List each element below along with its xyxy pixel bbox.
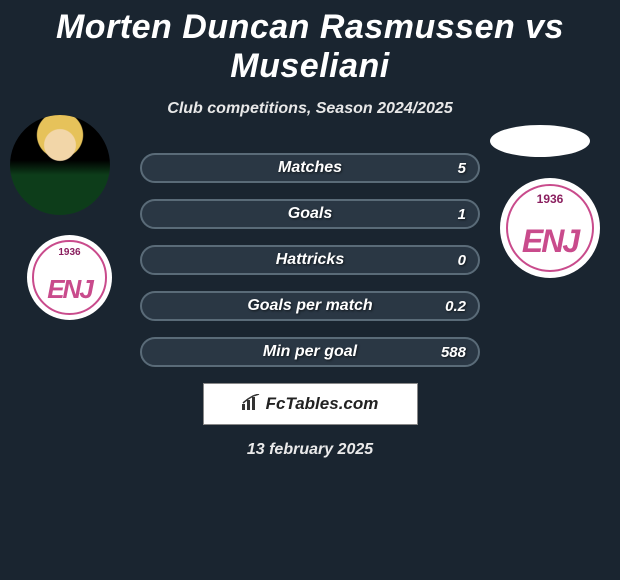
badge-year: 1936 bbox=[537, 192, 564, 206]
player2-club-badge: 1936 ENJ bbox=[500, 178, 600, 278]
stat-value-right: 1 bbox=[458, 206, 466, 223]
logo-text: FcTables.com bbox=[266, 394, 379, 414]
player1-photo bbox=[10, 115, 110, 215]
stat-label: Goals bbox=[288, 205, 332, 223]
badge-letters: ENJ bbox=[522, 223, 578, 260]
stats-container: Matches 5 Goals 1 Hattricks 0 Goals per match 0… bbox=[140, 148, 480, 367]
player2-photo-placeholder bbox=[490, 125, 590, 157]
stat-label: Goals per match bbox=[247, 297, 372, 315]
badge-letters: ENJ bbox=[47, 274, 92, 305]
stat-label: Matches bbox=[278, 159, 342, 177]
player1-photo-inner bbox=[10, 115, 110, 215]
stat-value-right: 0 bbox=[458, 252, 466, 269]
badge-year: 1936 bbox=[58, 247, 80, 258]
stat-label: Min per goal bbox=[263, 343, 357, 361]
stat-value-right: 5 bbox=[458, 160, 466, 177]
stat-value-right: 0.2 bbox=[445, 298, 466, 315]
fctables-logo: FcTables.com bbox=[203, 383, 418, 425]
stat-label: Hattricks bbox=[276, 251, 344, 269]
stat-row: Min per goal 588 bbox=[140, 337, 480, 367]
player1-club-badge: 1936 ENJ bbox=[27, 235, 112, 320]
page-title: Morten Duncan Rasmussen vs Museliani bbox=[0, 0, 620, 86]
stat-row: Hattricks 0 bbox=[140, 245, 480, 275]
stat-row: Goals 1 bbox=[140, 199, 480, 229]
stat-value-right: 588 bbox=[441, 344, 466, 361]
subtitle: Club competitions, Season 2024/2025 bbox=[0, 100, 620, 118]
stat-row: Goals per match 0.2 bbox=[140, 291, 480, 321]
chart-icon bbox=[242, 394, 262, 415]
stat-row: Matches 5 bbox=[140, 153, 480, 183]
date: 13 february 2025 bbox=[0, 441, 620, 459]
